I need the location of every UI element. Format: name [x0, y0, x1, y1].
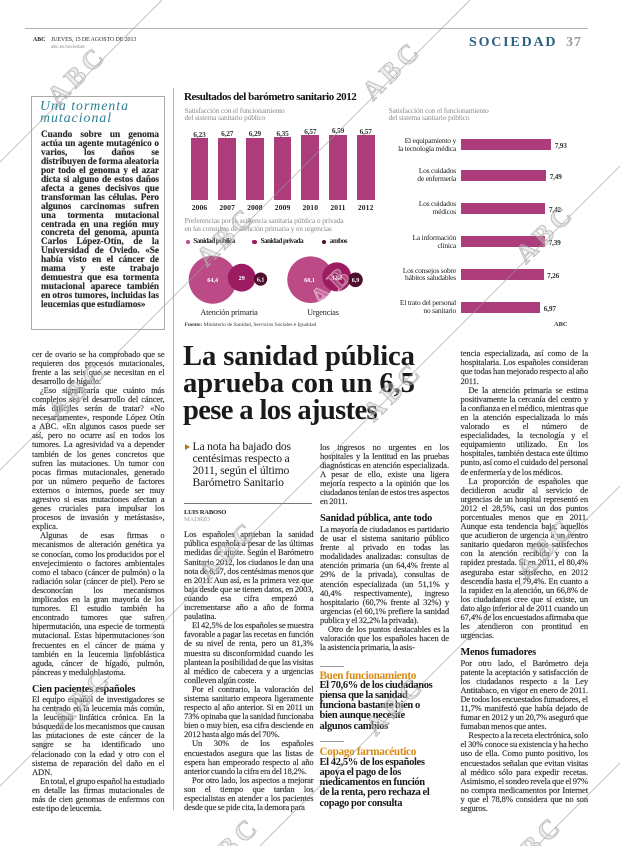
svg-text:6,9: 6,9: [352, 278, 360, 284]
svg-text:6,1: 6,1: [257, 277, 265, 283]
svg-text:ABC: ABC: [194, 810, 266, 846]
svg-text:32,2: 32,2: [331, 274, 342, 281]
svg-text:29: 29: [239, 275, 245, 282]
svg-text:64,4: 64,4: [207, 277, 218, 284]
svg-text:ABC: ABC: [356, 34, 428, 106]
svg-text:ABC: ABC: [497, 809, 569, 846]
svg-text:60,1: 60,1: [304, 277, 315, 284]
